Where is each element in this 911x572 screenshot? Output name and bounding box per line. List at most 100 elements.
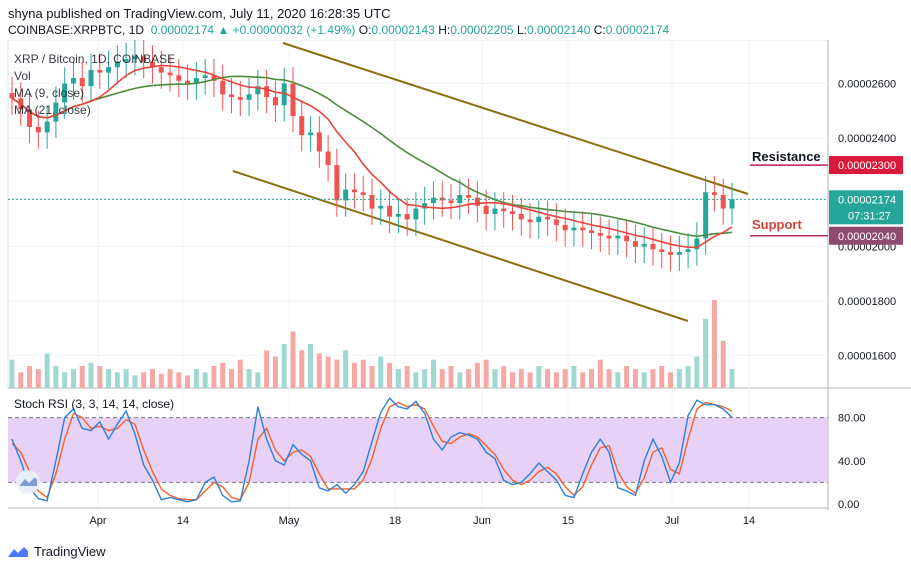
candle-body (369, 194, 375, 209)
time-tick-label: 15 (562, 515, 574, 527)
volume-bar (246, 369, 252, 388)
volume-bar (492, 369, 498, 388)
open-label: O: (358, 23, 372, 37)
candle-body (606, 235, 612, 239)
volume-bar (185, 375, 191, 388)
candle-body (9, 93, 15, 99)
volume-bar (167, 369, 173, 388)
volume-bar (132, 375, 138, 388)
volume-bar (281, 344, 287, 388)
volume-bar (149, 369, 155, 388)
candle-body (589, 230, 595, 234)
high-value: 0.00002205 (450, 23, 514, 37)
time-axis: Apr 14 May 18 Jun 15 Jul 14 (8, 507, 828, 527)
volume-bar (597, 359, 603, 388)
volume-bar (53, 366, 59, 388)
volume-bar (404, 366, 410, 388)
candle-body (88, 69, 94, 87)
symbol-name: COINBASE:XRPBTC, 1D (8, 23, 145, 37)
close-value: 0.00002174 (605, 23, 670, 37)
candle-body (176, 75, 182, 81)
candle-body (685, 249, 691, 253)
volume-bar (615, 372, 621, 388)
volume-bar (650, 369, 656, 388)
volume-bar (606, 369, 612, 388)
symbol-info: COINBASE:XRPBTC, 1D 0.00002174 ▲ +0.0000… (8, 23, 669, 37)
volume-bar (668, 372, 674, 388)
volume-bar (334, 359, 340, 388)
candle-body (378, 205, 384, 209)
volume-bar (176, 372, 182, 388)
volume-bar (439, 369, 445, 388)
volume-bar (580, 372, 586, 388)
candle-body (53, 102, 59, 122)
candle-body (694, 238, 700, 250)
stoch-tick-label: 0.00 (838, 499, 859, 511)
candle-body (422, 203, 428, 209)
stoch-rsi-panel: 80.00 40.00 0.00 Stoch RSI (3, 3, 14, 14, c… (8, 397, 866, 511)
candle-body (492, 208, 498, 214)
volume-bar (632, 369, 638, 388)
candle-body (641, 243, 647, 247)
tradingview-watermark-icon (16, 470, 40, 494)
volume-bar (299, 350, 305, 388)
volume-bar (272, 356, 278, 388)
volume-bar (290, 331, 296, 388)
volume-bar (395, 369, 401, 388)
support-box (829, 226, 903, 245)
tradingview-footer[interactable]: TradingView (6, 544, 106, 559)
volume-bar (220, 362, 226, 388)
candle-body (106, 67, 112, 73)
candle-body (272, 97, 278, 106)
close-label: C: (593, 23, 606, 37)
moving-averages (11, 64, 733, 249)
candle-body (290, 83, 296, 117)
volume-bar (193, 369, 199, 388)
candle-body (334, 165, 340, 201)
candle-body (562, 224, 568, 231)
volume-bar (422, 369, 428, 388)
candle-body (624, 235, 630, 242)
volume-bar (466, 369, 472, 388)
candle-body (325, 151, 331, 166)
candle-body (597, 233, 603, 236)
volume-bar (18, 372, 24, 388)
last-price-label: 0.00002174 (838, 194, 896, 206)
candle-body (211, 75, 217, 81)
volume-bar (413, 372, 419, 388)
volume-bar (141, 372, 147, 388)
candle-body (615, 235, 621, 239)
candle-body (659, 249, 665, 253)
channel-lower-line (232, 170, 689, 322)
tradingview-logo-icon (8, 546, 28, 557)
time-tick-label: 18 (389, 515, 401, 527)
volume-bar (387, 362, 393, 388)
volume-bar (211, 366, 217, 388)
volume-bar (501, 366, 507, 388)
candlesticks (9, 40, 735, 272)
candle-body (27, 109, 33, 127)
resistance-value: 0.00002300 (838, 160, 896, 172)
open-value: 0.00002143 (371, 23, 435, 37)
candle-body (149, 61, 155, 68)
candle-body (483, 205, 489, 214)
volume-bar (97, 366, 103, 388)
candle-body (229, 94, 235, 98)
volume-bar (44, 353, 50, 388)
volume-bar (158, 373, 164, 388)
volume-bar (457, 372, 463, 388)
price-tick-label: 0.00001800 (838, 296, 896, 308)
candle-body (457, 194, 463, 204)
time-tick-label: 14 (177, 515, 189, 527)
price-chart[interactable]: 0.000026000.000024000.000020000.00001800… (0, 40, 911, 540)
ma21-line (11, 75, 733, 238)
tradingview-brand: TradingView (34, 544, 106, 559)
low-label: L: (516, 23, 527, 37)
candle-body (360, 192, 366, 195)
time-tick-label: Jul (665, 515, 679, 527)
volume-bar (518, 369, 524, 388)
stoch-tick-label: 40.00 (838, 456, 866, 468)
volume-bar (27, 366, 33, 388)
candle-body (387, 205, 393, 217)
chart-grid (7, 40, 911, 510)
